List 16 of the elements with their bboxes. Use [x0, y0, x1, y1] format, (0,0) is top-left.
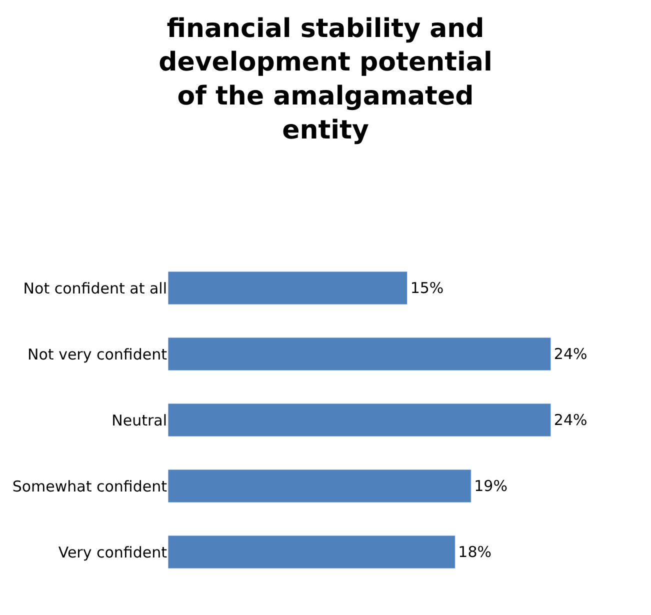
y-tick-label: Somewhat confident [12, 477, 168, 496]
bar [168, 271, 408, 305]
y-tick-label: Very confident [58, 543, 168, 562]
bar [168, 403, 552, 437]
y-tick-label: Not confident at all [23, 279, 167, 298]
data-label: 18% [458, 543, 492, 561]
data-label: 15% [410, 279, 444, 297]
y-tick-label: Not very confident [28, 345, 168, 364]
y-tick-label: Neutral [112, 411, 167, 430]
bar [168, 535, 456, 569]
bar [168, 469, 472, 503]
chart-title: financial stability and development potential of the amalgamated entity [158, 14, 492, 146]
data-label: 24% [554, 411, 588, 429]
bar [168, 337, 552, 371]
data-label: 19% [474, 477, 508, 495]
data-label: 24% [554, 345, 588, 363]
